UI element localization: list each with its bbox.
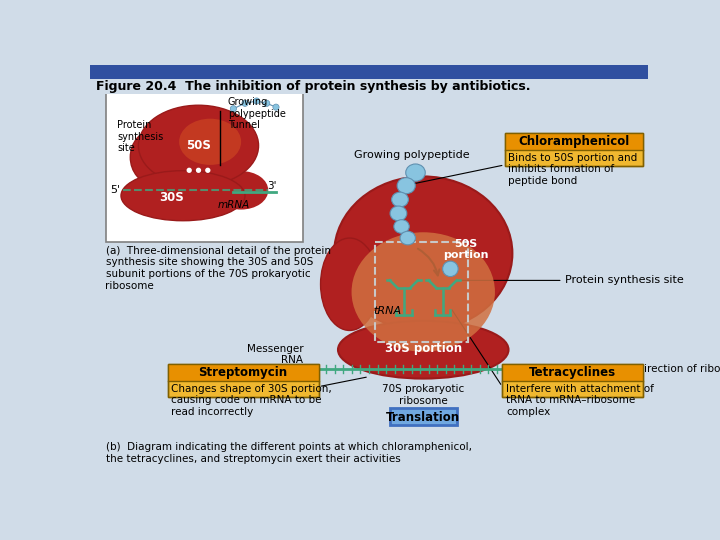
Bar [503,363,644,381]
Text: Protein synthesis site: Protein synthesis site [565,275,684,286]
Text: Protein
synthesis
site: Protein synthesis site [117,120,163,153]
Circle shape [187,168,191,172]
Text: 3': 3' [266,181,276,192]
Ellipse shape [334,177,513,330]
Ellipse shape [400,231,415,245]
Ellipse shape [214,171,269,210]
Bar [168,363,319,381]
Ellipse shape [390,206,407,221]
Ellipse shape [121,171,245,221]
Text: Changes shape of 30S portion,
causing code on mRNA to be
read incorrectly: Changes shape of 30S portion, causing co… [171,383,332,417]
Text: Direction of ribosome movement: Direction of ribosome movement [636,364,720,374]
Text: Translation: Translation [386,411,460,424]
Text: Figure 20.4  The inhibition of protein synthesis by antibiotics.: Figure 20.4 The inhibition of protein sy… [96,66,531,79]
Text: Binds to 50S portion and
inhibits formation of
peptide bond: Binds to 50S portion and inhibits format… [508,153,638,186]
Ellipse shape [130,130,177,184]
Text: (a)  Three-dimensional detail of the protein
synthesis site showing the 30S and : (a) Three-dimensional detail of the prot… [106,246,330,291]
Circle shape [206,168,210,172]
Text: Growing
polypeptide
Tunnel: Growing polypeptide Tunnel [228,97,286,130]
Text: Tetracyclines: Tetracyclines [529,366,616,379]
Ellipse shape [392,192,408,207]
Circle shape [273,104,279,110]
Text: 30S portion: 30S portion [384,342,462,355]
Text: tRNA: tRNA [373,306,401,316]
Circle shape [230,106,236,112]
Bar [505,132,642,166]
Bar [168,363,319,397]
Ellipse shape [351,232,495,352]
Circle shape [253,98,260,104]
Bar [503,363,644,397]
Text: Growing polypeptide: Growing polypeptide [354,150,469,159]
Bar [90,79,648,94]
Bar [106,92,303,242]
Circle shape [264,100,270,106]
Bar [375,242,468,342]
Ellipse shape [443,261,458,276]
Text: Interfere with attachment of
tRNA to mRNA–ribosome
complex: Interfere with attachment of tRNA to mRN… [506,383,654,417]
Circle shape [242,100,248,106]
Text: mRNA: mRNA [217,200,250,210]
Text: Streptomycin: Streptomycin [199,366,287,379]
Ellipse shape [179,119,241,165]
Ellipse shape [320,238,379,330]
Text: 5': 5' [110,185,120,194]
Bar [168,363,319,397]
FancyBboxPatch shape [390,408,456,425]
Text: 70S prokaryotic
ribosome: 70S prokaryotic ribosome [382,384,464,406]
Text: Chloramphenicol: Chloramphenicol [518,134,629,147]
Text: 50S: 50S [186,139,211,152]
Ellipse shape [406,164,426,181]
Text: 30S: 30S [159,191,184,204]
Text: Messenger
RNA: Messenger RNA [246,343,303,365]
Bar [505,132,642,150]
Ellipse shape [138,105,258,186]
Bar [503,363,644,397]
Bar [90,65,648,79]
Ellipse shape [338,321,508,379]
Circle shape [197,168,200,172]
Text: Figure 20.4  The inhibition of protein synthesis by antibiotics.: Figure 20.4 The inhibition of protein sy… [96,80,531,93]
Text: 50S
portion: 50S portion [443,239,489,260]
Ellipse shape [397,178,415,194]
Bar [505,132,642,166]
Ellipse shape [394,220,409,233]
Text: (b)  Diagram indicating the different points at which chloramphenicol,
the tetra: (b) Diagram indicating the different poi… [106,442,472,464]
